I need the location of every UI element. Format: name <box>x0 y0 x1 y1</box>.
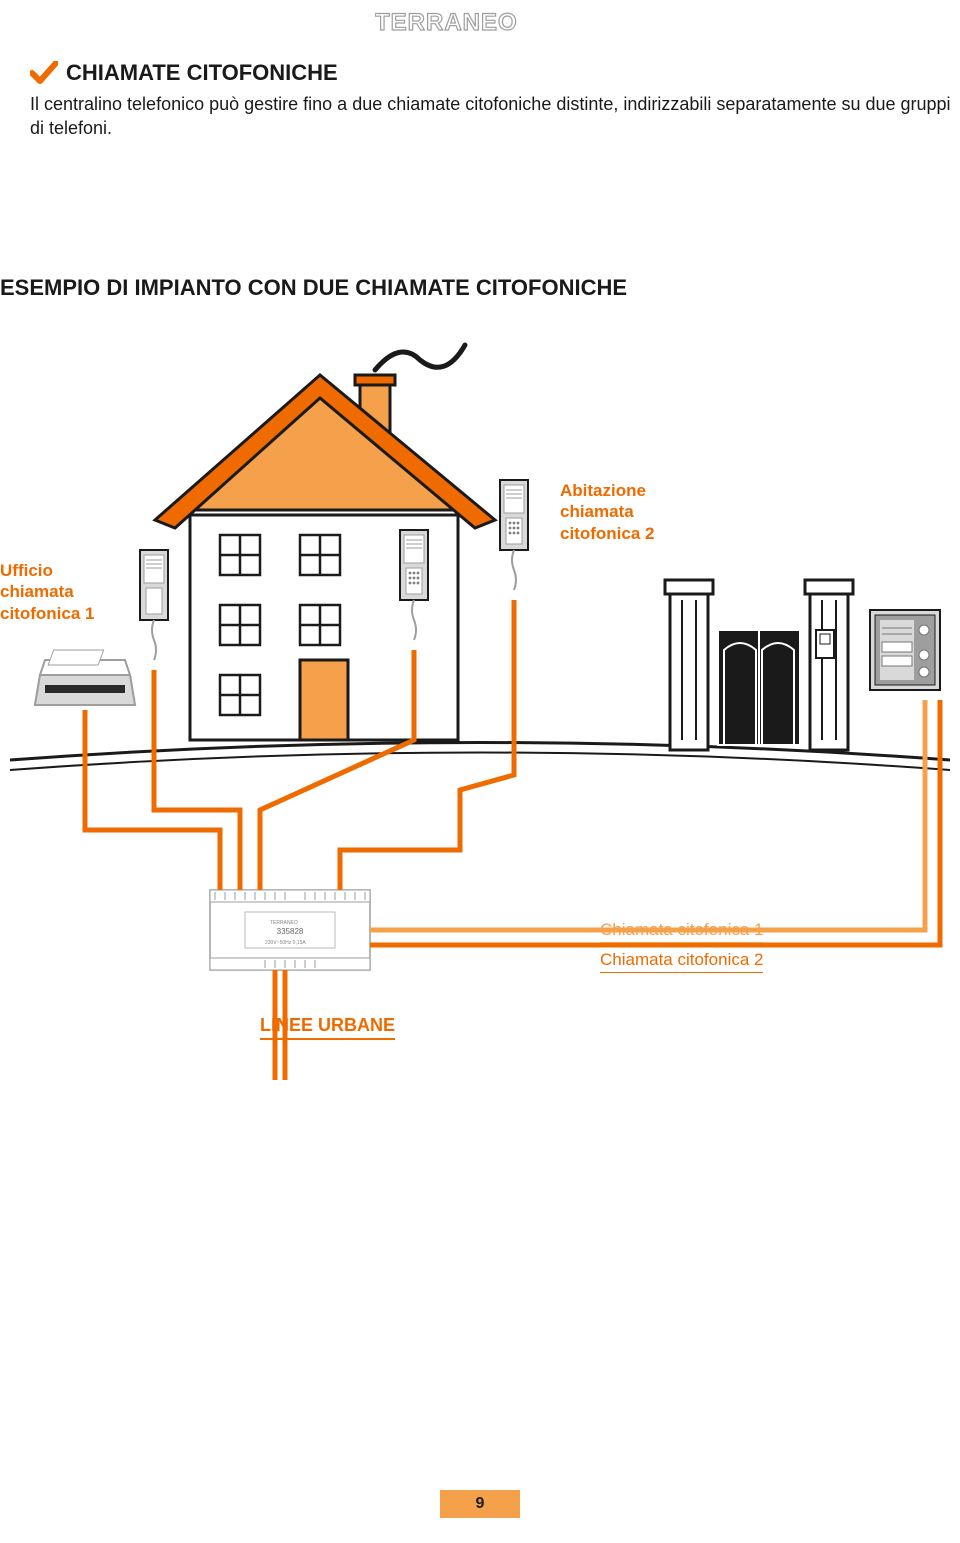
label-abitazione: Abitazione chiamata citofonica 2 <box>560 480 654 544</box>
gate-icon <box>665 580 853 750</box>
house-icon <box>155 345 528 740</box>
svg-text:TERRANEO: TERRANEO <box>270 920 298 926</box>
outdoor-panel-icon <box>870 610 940 690</box>
page-number: 9 <box>476 1495 485 1513</box>
central-unit-icon: 335828 TERRANEO 230V~50Hz 0,15A <box>210 890 370 970</box>
subheading: ESEMPIO DI IMPIANTO CON DUE CHIAMATE CIT… <box>0 275 627 301</box>
label-chiamata2: Chiamata citofonica 2 <box>600 950 763 973</box>
svg-text:230V~50Hz 0,15A: 230V~50Hz 0,15A <box>265 940 306 946</box>
section-body: Il centralino telefonico può gestire fin… <box>30 92 960 141</box>
label-ufficio: Ufficio chiamata citofonica 1 <box>0 560 94 624</box>
page-number-box: 9 <box>440 1490 520 1518</box>
brand-text: TERRANEO <box>375 10 518 34</box>
brand-logo: TERRANEO <box>375 10 585 34</box>
diagram: 335828 TERRANEO 230V~50Hz 0,15A <box>0 330 960 1080</box>
section-title: CHIAMATE CITOFONICHE <box>66 60 338 86</box>
fax-icon <box>35 650 135 705</box>
check-icon <box>30 61 58 85</box>
page: TERRANEO CHIAMATE CITOFONICHE Il central… <box>0 0 960 1543</box>
label-chiamata1: Chiamata citofonica 1 <box>600 920 763 943</box>
section-title-row: CHIAMATE CITOFONICHE <box>30 60 338 86</box>
svg-text:335828: 335828 <box>277 927 304 936</box>
label-linee-urbane: LINEE URBANE <box>260 1015 395 1040</box>
intercom-ufficio-icon <box>140 550 168 660</box>
